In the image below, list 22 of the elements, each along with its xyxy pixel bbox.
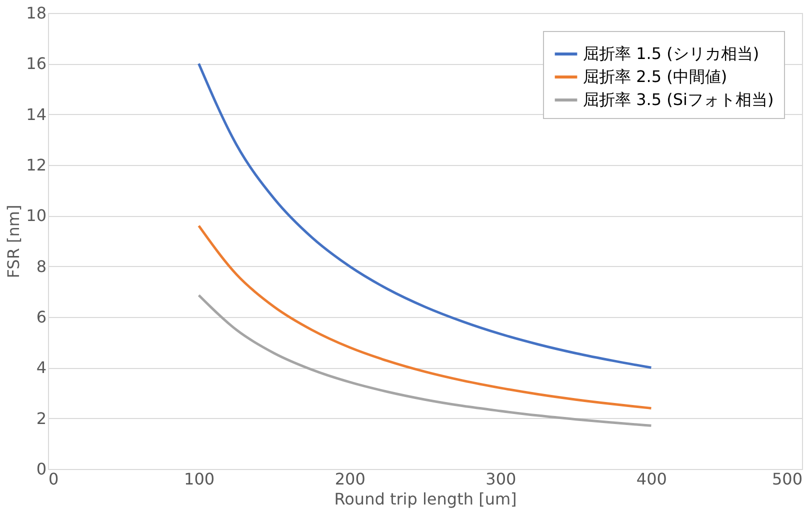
line-series — [198, 294, 652, 427]
y-tick-label: 12 — [26, 156, 46, 174]
y-tick-label: 8 — [36, 256, 46, 276]
y-axis-title: FSR [nm] — [4, 204, 24, 278]
y-tick-label: 10 — [26, 206, 46, 226]
legend-label: 屈折率 1.5 (シリカ相当) — [583, 44, 760, 63]
y-tick-label: 6 — [36, 308, 46, 326]
x-tick-label: 300 — [486, 470, 516, 488]
y-tick-label: 4 — [36, 358, 46, 378]
y-tick-label: 2 — [36, 408, 46, 428]
line-series — [198, 224, 652, 410]
x-tick-label: 200 — [334, 470, 366, 488]
legend-label: 屈折率 3.5 (Siフォト相当) — [583, 90, 774, 109]
y-tick-label: 14 — [26, 104, 46, 124]
legend-label: 屈折率 2.5 (中間値) — [583, 67, 728, 86]
x-tick-label: 400 — [636, 470, 667, 488]
x-tick-label: 500 — [772, 470, 802, 488]
y-tick-label: 18 — [26, 4, 46, 22]
x-tick-label: 100 — [184, 470, 215, 488]
x-tick-label: 0 — [48, 470, 59, 488]
y-tick-label: 16 — [26, 54, 46, 74]
x-axis-title: Round trip length [um] — [334, 490, 517, 508]
